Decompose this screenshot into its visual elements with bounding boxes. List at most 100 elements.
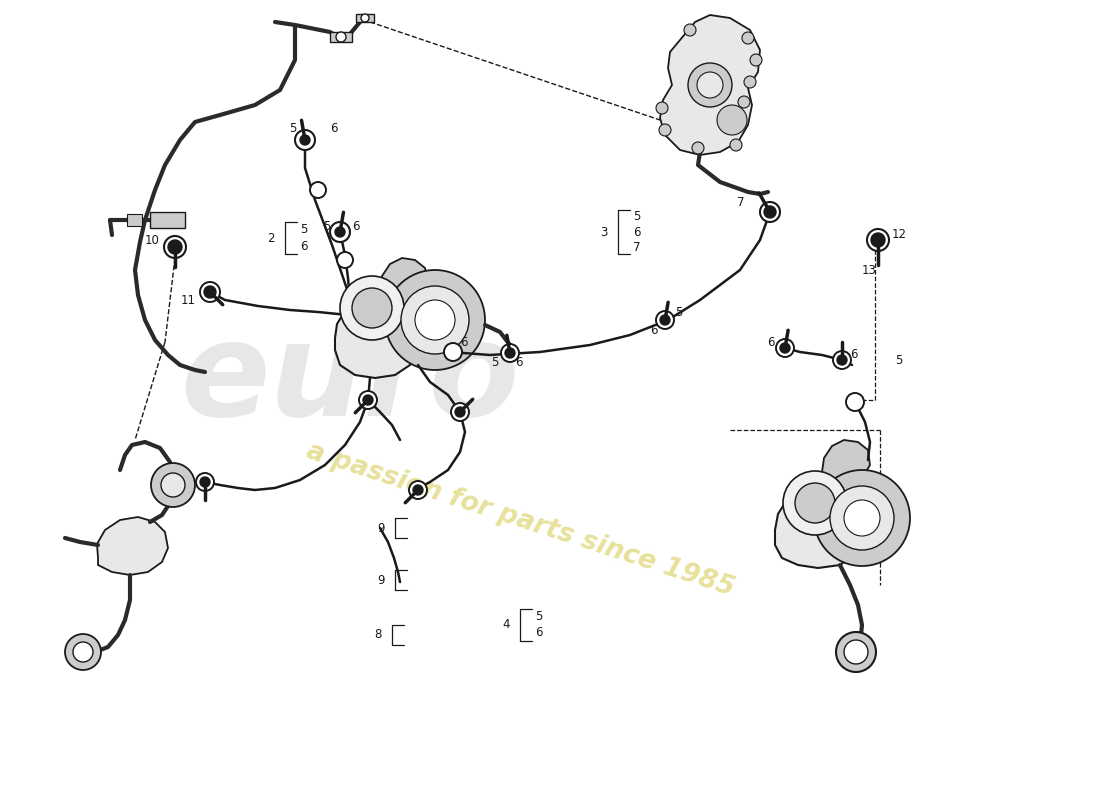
Circle shape xyxy=(780,343,790,353)
Text: 6: 6 xyxy=(352,221,360,234)
Circle shape xyxy=(692,142,704,154)
Circle shape xyxy=(760,202,780,222)
Text: 9: 9 xyxy=(377,522,385,534)
Bar xyxy=(330,32,352,42)
Circle shape xyxy=(412,485,424,495)
Text: 7: 7 xyxy=(632,241,640,254)
Circle shape xyxy=(300,135,310,145)
Polygon shape xyxy=(336,302,418,378)
Text: 6: 6 xyxy=(632,226,640,238)
Text: 3: 3 xyxy=(601,226,608,238)
Text: 6: 6 xyxy=(460,337,467,350)
Circle shape xyxy=(837,355,847,365)
Circle shape xyxy=(444,343,462,361)
Circle shape xyxy=(505,348,515,358)
Text: 6: 6 xyxy=(850,349,858,362)
Circle shape xyxy=(814,470,910,566)
Text: 11: 11 xyxy=(182,294,196,306)
Circle shape xyxy=(295,130,315,150)
Polygon shape xyxy=(382,258,428,307)
Circle shape xyxy=(688,63,732,107)
Polygon shape xyxy=(822,440,870,490)
Circle shape xyxy=(730,139,743,151)
Circle shape xyxy=(783,471,847,535)
Polygon shape xyxy=(776,484,868,568)
Circle shape xyxy=(830,486,894,550)
Circle shape xyxy=(659,124,671,136)
Text: 2: 2 xyxy=(267,231,275,245)
Circle shape xyxy=(744,76,756,88)
Circle shape xyxy=(697,72,723,98)
Circle shape xyxy=(65,634,101,670)
Circle shape xyxy=(151,463,195,507)
Text: 5: 5 xyxy=(322,221,330,234)
Circle shape xyxy=(656,311,674,329)
Text: 5: 5 xyxy=(895,354,902,366)
Text: 6: 6 xyxy=(535,626,542,639)
Circle shape xyxy=(359,391,377,409)
Text: 1: 1 xyxy=(428,329,435,342)
Circle shape xyxy=(764,206,776,218)
Circle shape xyxy=(340,276,404,340)
Circle shape xyxy=(660,315,670,325)
Circle shape xyxy=(363,395,373,405)
Bar xyxy=(126,214,142,226)
Polygon shape xyxy=(660,15,760,155)
Circle shape xyxy=(161,473,185,497)
Text: 8: 8 xyxy=(375,629,382,642)
Text: 6: 6 xyxy=(650,323,658,337)
Circle shape xyxy=(200,282,220,302)
Circle shape xyxy=(656,102,668,114)
Text: euro: euro xyxy=(180,317,519,443)
Text: 13: 13 xyxy=(862,263,877,277)
Text: a passion for parts since 1985: a passion for parts since 1985 xyxy=(302,438,737,602)
Text: 4: 4 xyxy=(503,618,510,631)
Circle shape xyxy=(204,286,216,298)
Circle shape xyxy=(385,270,485,370)
Text: 5: 5 xyxy=(675,306,682,318)
Circle shape xyxy=(402,286,469,354)
Circle shape xyxy=(500,344,519,362)
Text: 9: 9 xyxy=(377,574,385,586)
Circle shape xyxy=(336,32,346,42)
Text: 5: 5 xyxy=(632,210,640,223)
Text: 5: 5 xyxy=(492,355,498,369)
Circle shape xyxy=(409,481,427,499)
Text: 12: 12 xyxy=(892,229,907,242)
Circle shape xyxy=(750,54,762,66)
Circle shape xyxy=(455,407,465,417)
Circle shape xyxy=(833,351,851,369)
Bar xyxy=(356,14,374,22)
Text: 6: 6 xyxy=(300,239,308,253)
Circle shape xyxy=(196,473,214,491)
Circle shape xyxy=(164,236,186,258)
Circle shape xyxy=(742,32,754,44)
Circle shape xyxy=(200,477,210,487)
Text: 6: 6 xyxy=(330,122,338,134)
Text: 6: 6 xyxy=(515,355,522,369)
Circle shape xyxy=(867,229,889,251)
Circle shape xyxy=(844,640,868,664)
Text: 5: 5 xyxy=(535,610,542,623)
Circle shape xyxy=(73,642,94,662)
Circle shape xyxy=(795,483,835,523)
Text: 6: 6 xyxy=(768,335,776,349)
Circle shape xyxy=(168,240,182,254)
Circle shape xyxy=(415,300,455,340)
Circle shape xyxy=(451,403,469,421)
Circle shape xyxy=(361,14,368,22)
Circle shape xyxy=(846,393,864,411)
Circle shape xyxy=(337,252,353,268)
Circle shape xyxy=(352,288,392,328)
Circle shape xyxy=(871,233,886,247)
Circle shape xyxy=(336,227,345,237)
Bar xyxy=(150,212,185,228)
Circle shape xyxy=(330,222,350,242)
Circle shape xyxy=(738,96,750,108)
Text: 10: 10 xyxy=(145,234,160,246)
Circle shape xyxy=(776,339,794,357)
Circle shape xyxy=(310,182,326,198)
Circle shape xyxy=(844,500,880,536)
Circle shape xyxy=(717,105,747,135)
Circle shape xyxy=(684,24,696,36)
